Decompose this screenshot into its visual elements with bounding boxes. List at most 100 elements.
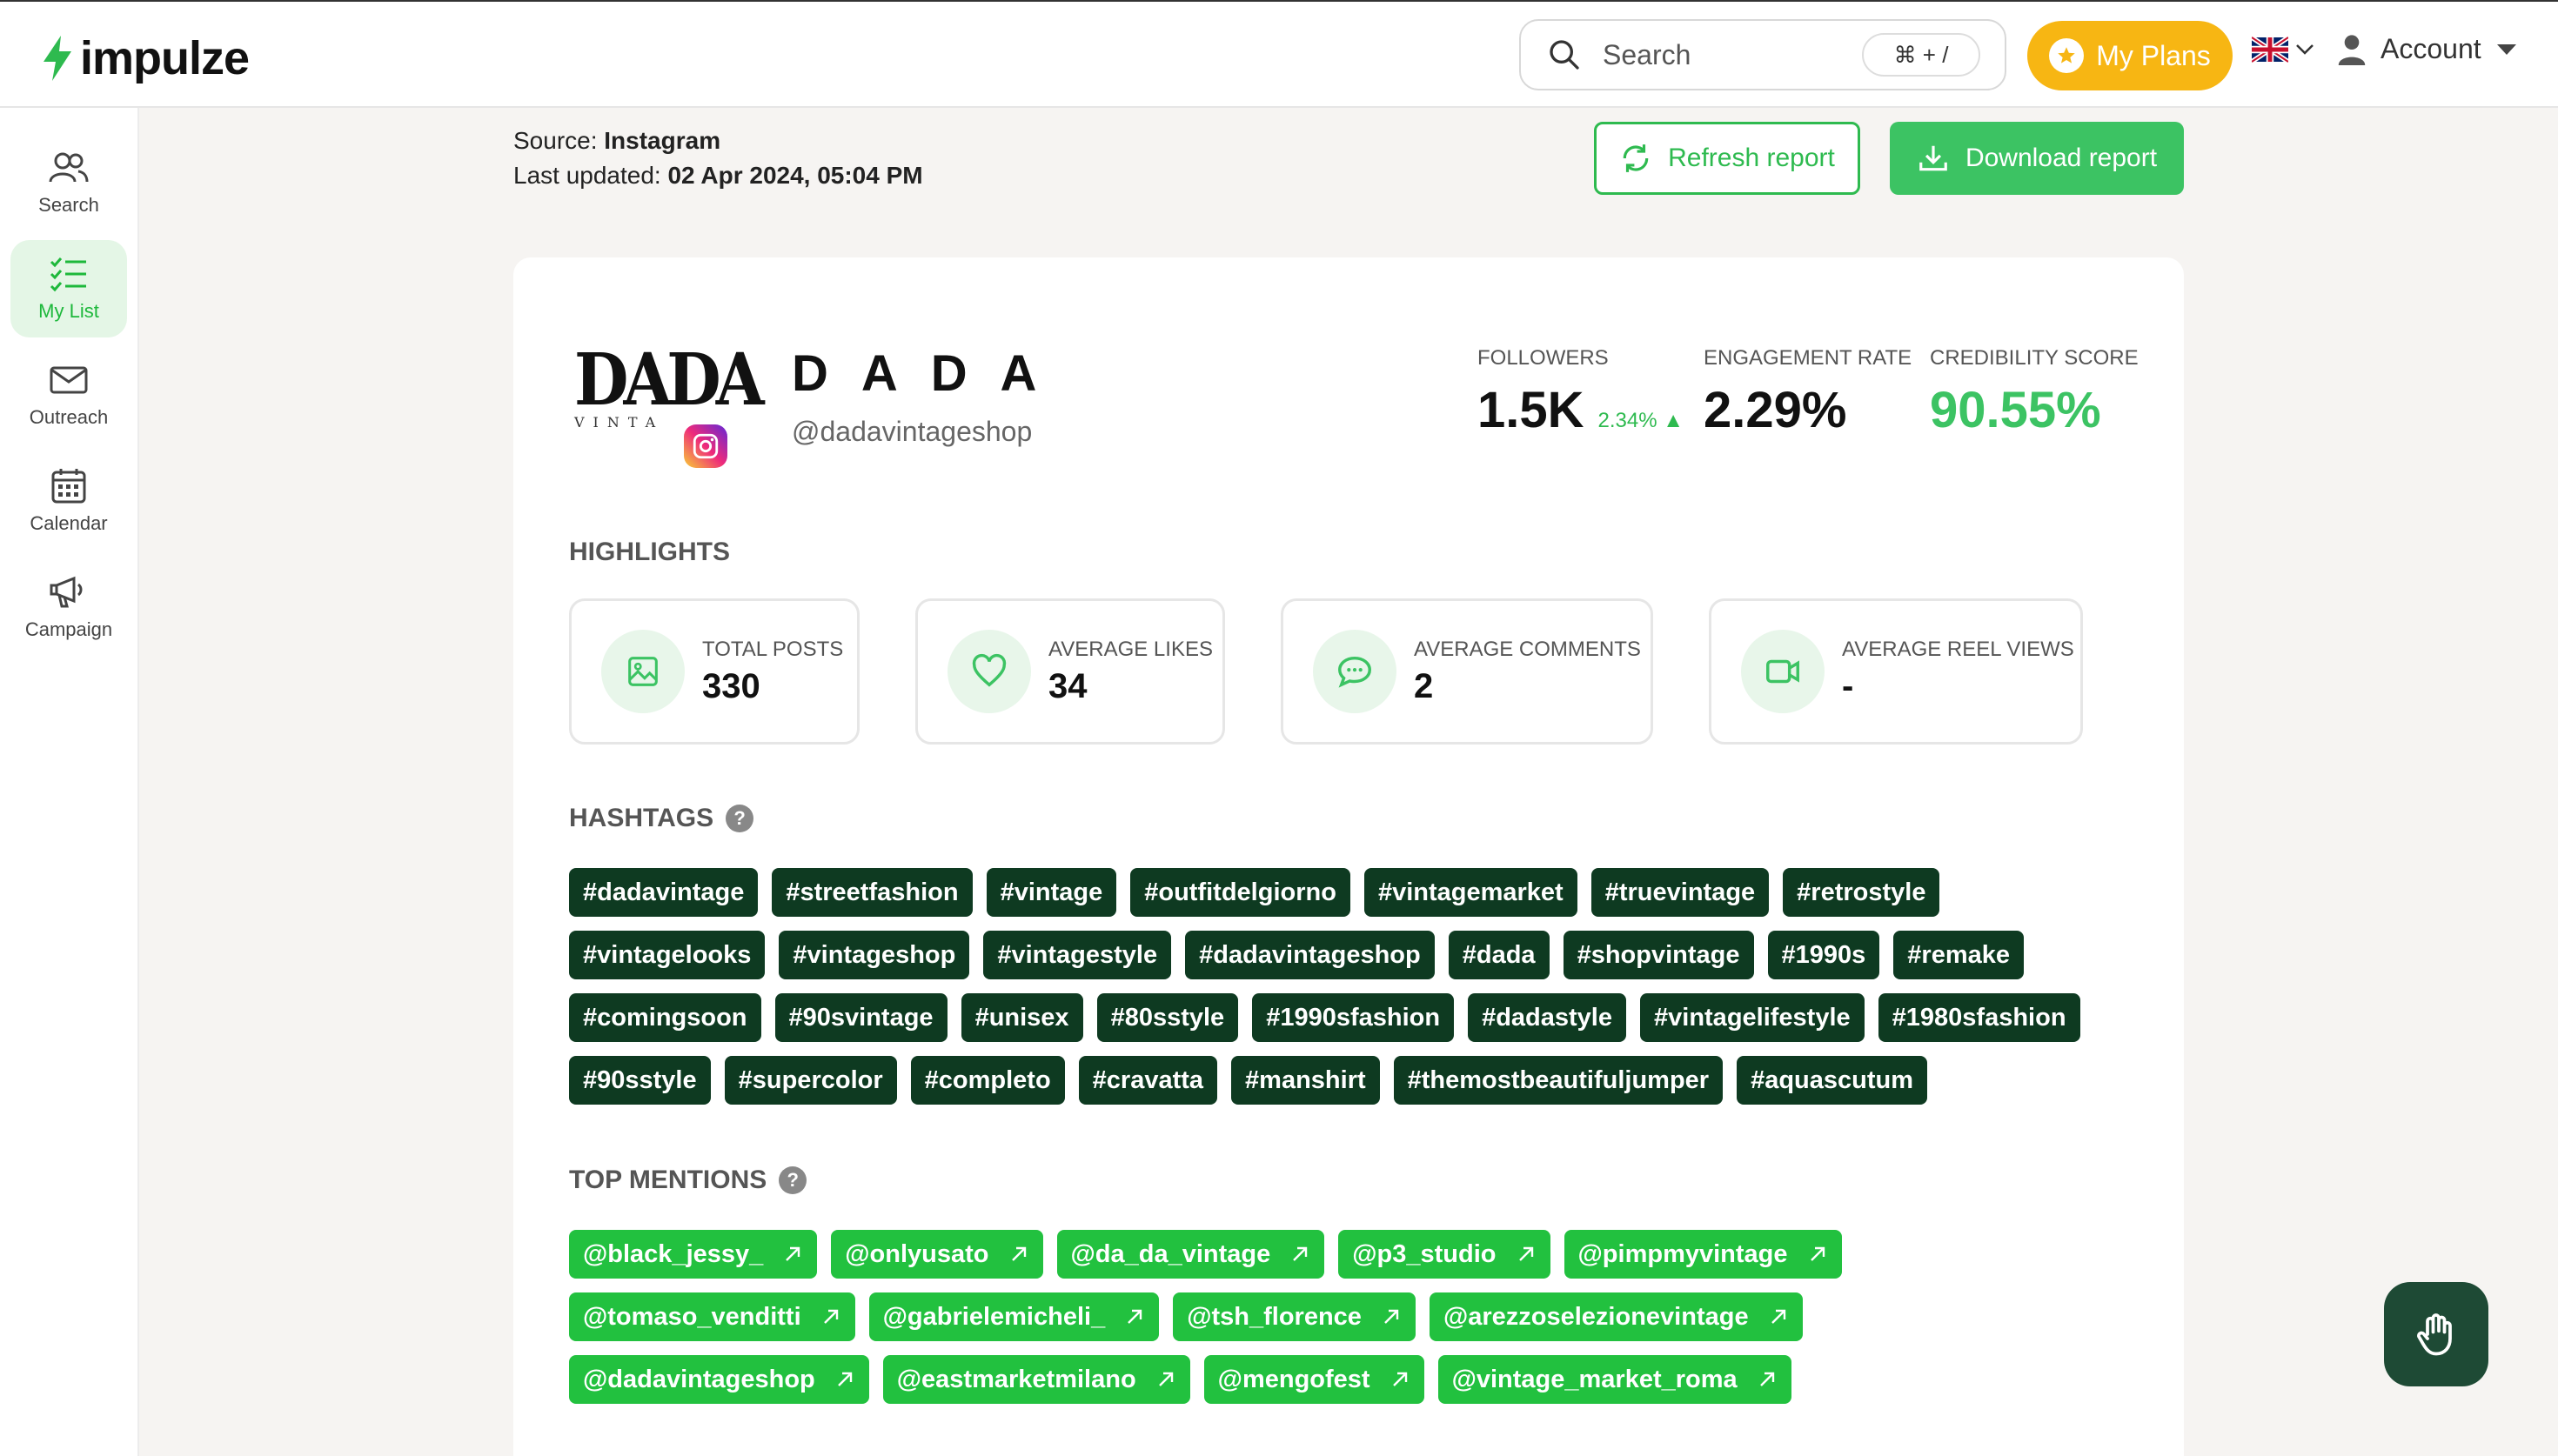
highlight-value: - [1842, 666, 1854, 705]
download-report-label: Download report [1965, 144, 2158, 172]
hashtag-chip: #completo [910, 1056, 1065, 1105]
chat-widget-button[interactable] [2384, 1282, 2488, 1386]
mentions-title-text: TOP MENTIONS [569, 1165, 767, 1194]
followers-label: FOLLOWERS [1477, 346, 1609, 370]
calendar-icon [51, 469, 86, 504]
profile-avatar: DADA VINTA [574, 343, 765, 444]
highlight-value: 2 [1414, 666, 1434, 705]
hashtag-chip: #outfitdelgiorno [1130, 868, 1350, 917]
credibility-value: 90.55% [1930, 382, 2101, 438]
hashtag-chip: #supercolor [724, 1056, 897, 1105]
hashtags-title-text: HASHTAGS [569, 804, 714, 832]
mention-list: @black_jessy_ @onlyusato @da_da_vintage @p3… [569, 1230, 2100, 1404]
hashtag-chip: #vintagelooks [569, 931, 766, 979]
mention-chip[interactable]: @onlyusato [831, 1230, 1043, 1279]
mail-icon [50, 366, 88, 394]
help-icon[interactable]: ? [779, 1166, 807, 1194]
followers-change: 2.34% ▲ [1597, 409, 1684, 432]
external-link-icon [1158, 1372, 1173, 1386]
hashtag-chip: #streetfashion [772, 868, 973, 917]
mention-chip[interactable]: @tsh_florence [1173, 1292, 1416, 1341]
refresh-report-button[interactable]: Refresh report [1594, 122, 1860, 195]
hashtag-chip: #dadastyle [1468, 993, 1626, 1042]
mention-label: @black_jessy_ [583, 1239, 764, 1268]
avatar-logo-text: DADA [574, 336, 765, 422]
mention-chip[interactable]: @dadavintageshop [569, 1355, 869, 1404]
highlight-label: TOTAL POSTS [702, 637, 844, 661]
mention-chip[interactable]: @eastmarketmilano [882, 1355, 1190, 1404]
download-report-button[interactable]: Download report [1890, 122, 2184, 195]
highlight-total-posts: TOTAL POSTS 330 [569, 598, 860, 745]
mention-label: @dadavintageshop [583, 1365, 815, 1393]
external-link-icon [1384, 1309, 1399, 1324]
report-meta: Source: Instagram Last updated: 02 Apr 2… [513, 124, 923, 193]
updated-label: Last updated: [513, 162, 661, 189]
search-input[interactable]: Search ⌘ + / [1519, 19, 2006, 90]
sidebar-item-campaign[interactable]: Campaign [10, 558, 127, 656]
profile-name: D A D A [792, 345, 1048, 402]
chevron-down-icon [2296, 44, 2314, 55]
hashtag-chip: #vintagestyle [983, 931, 1172, 979]
lightning-icon [44, 36, 71, 81]
mention-chip[interactable]: @pimpmyvintage [1564, 1230, 1842, 1279]
external-link-icon [1128, 1309, 1142, 1324]
mention-label: @onlyusato [845, 1239, 989, 1268]
sidebar: Search My List Outreach Calendar Campaig… [0, 108, 139, 1456]
sidebar-item-label: Search [38, 194, 99, 216]
my-plans-button[interactable]: My Plans [2027, 21, 2233, 90]
engagement-stat: ENGAGEMENT RATE 2.29% [1704, 346, 1912, 439]
hashtag-chip: #retrostyle [1783, 868, 1940, 917]
mention-chip[interactable]: @vintage_market_roma [1437, 1355, 1791, 1404]
sidebar-item-calendar[interactable]: Calendar [10, 452, 127, 550]
sidebar-item-outreach[interactable]: Outreach [10, 346, 127, 444]
mention-chip[interactable]: @gabrielemicheli_ [868, 1292, 1160, 1341]
account-menu[interactable]: Account [2337, 33, 2518, 65]
highlight-value: 330 [702, 666, 760, 705]
mention-label: @p3_studio [1352, 1239, 1497, 1268]
avatar-logo-sub: VINTA [574, 414, 665, 431]
external-link-icon [1011, 1246, 1026, 1261]
credibility-stat: CREDIBILITY SCORE 90.55% [1930, 346, 2139, 439]
caret-down-icon [2496, 43, 2516, 55]
mention-chip[interactable]: @mengofest [1203, 1355, 1424, 1404]
sidebar-item-label: My List [38, 300, 99, 322]
hashtag-chip: #vintagelifestyle [1640, 993, 1865, 1042]
my-plans-label: My Plans [2096, 39, 2211, 71]
highlight-average-reel-views: AVERAGE REEL VIEWS - [1709, 598, 2083, 745]
mention-chip[interactable]: @tomaso_venditti [569, 1292, 855, 1341]
mention-label: @pimpmyvintage [1577, 1239, 1788, 1268]
source-label: Source: [513, 127, 598, 154]
account-label: Account [2381, 33, 2481, 64]
highlight-average-likes: AVERAGE LIKES 34 [915, 598, 1225, 745]
megaphone-icon [50, 576, 83, 608]
hashtag-chip: #1990sfashion [1252, 993, 1455, 1042]
engagement-value: 2.29% [1704, 382, 1847, 438]
external-link-icon [1293, 1246, 1308, 1261]
followers-value: 1.5K [1477, 382, 1584, 438]
sidebar-item-label: Calendar [30, 512, 108, 534]
hashtag-list: #dadavintage #streetfashion #vintage #outfi… [569, 868, 2135, 1105]
video-icon [1741, 630, 1825, 713]
source-value: Instagram [604, 127, 721, 154]
sidebar-item-search[interactable]: Search [10, 134, 127, 231]
hashtag-chip: #aquascutum [1737, 1056, 1928, 1105]
logo-text: impulze [80, 32, 250, 84]
hashtag-chip: #90sstyle [569, 1056, 711, 1105]
followers-stat: FOLLOWERS 1.5K 2.34% ▲ [1477, 346, 1684, 439]
hashtag-chip: #unisex [961, 993, 1083, 1042]
mention-chip[interactable]: @da_da_vintage [1056, 1230, 1325, 1279]
mention-chip[interactable]: @arezzoselezionevintage [1429, 1292, 1803, 1341]
mention-chip[interactable]: @p3_studio [1338, 1230, 1550, 1279]
impulze-logo[interactable]: impulze [40, 31, 250, 85]
hashtags-title: HASHTAGS ? [569, 804, 754, 833]
profile-handle: @dadavintageshop [792, 416, 1033, 447]
sidebar-item-my-list[interactable]: My List [10, 240, 127, 337]
mention-chip[interactable]: @black_jessy_ [569, 1230, 818, 1279]
mention-label: @vintage_market_roma [1451, 1365, 1738, 1393]
mentions-title: TOP MENTIONS ? [569, 1165, 807, 1195]
hashtag-chip: #1990s [1767, 931, 1880, 979]
language-selector[interactable] [2252, 37, 2314, 63]
hashtag-chip: #truevintage [1590, 868, 1770, 917]
waving-hand-icon [2417, 1313, 2452, 1356]
help-icon[interactable]: ? [726, 805, 754, 832]
